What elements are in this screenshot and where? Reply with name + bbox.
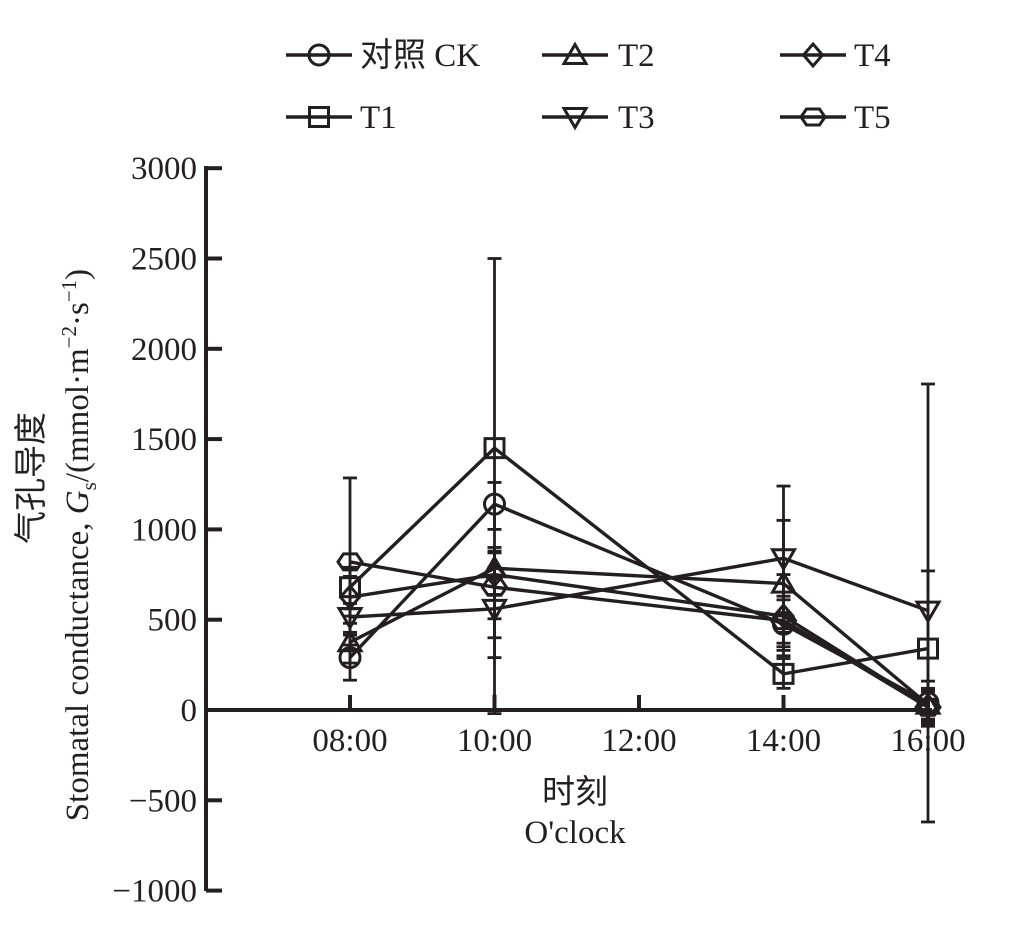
y-tick-label: 1500 — [131, 422, 197, 458]
legend-label: T4 — [854, 38, 891, 74]
y-tick-label: 2500 — [131, 242, 197, 278]
hexagon-marker — [336, 552, 364, 572]
legend-label: T5 — [854, 100, 891, 136]
y-tick-label: 3000 — [131, 151, 197, 187]
legend-label: T2 — [618, 38, 655, 74]
legend-label: 对照 CK — [360, 37, 480, 74]
y-axis-title-cjk: 气孔导度 — [13, 412, 50, 544]
series-group — [336, 257, 942, 824]
triangle-up-marker — [336, 628, 364, 653]
legend: 对照 CK T2 T4 T1 T3 T5 — [286, 37, 891, 136]
triangle-up-marker — [561, 41, 589, 65]
square-marker — [772, 662, 795, 685]
y-tick-label: 0 — [181, 693, 198, 729]
legend-label: T3 — [618, 100, 655, 136]
y-tick-label: 500 — [148, 603, 198, 639]
circle-marker — [307, 43, 331, 67]
series-line — [348, 445, 929, 676]
hexagon-marker — [480, 577, 509, 597]
triangle-down-marker — [914, 600, 942, 625]
triangle-down-marker — [769, 548, 798, 572]
x-tick-label: 10:00 — [457, 723, 532, 759]
triangle-down-marker — [561, 107, 589, 131]
x-tick-label: 14:00 — [746, 723, 821, 759]
x-tick-label: 12:00 — [601, 723, 676, 759]
legend-item-T5: T5 — [780, 100, 891, 136]
legend-label: T1 — [360, 100, 397, 136]
x-tick-label: 08:00 — [312, 723, 387, 759]
hexagon-marker — [799, 107, 827, 127]
hexagon-marker — [914, 697, 942, 717]
tick-labels: 3000 2500 2000 1500 1000 500 0 −500 −1000 08:00 10… — [112, 151, 965, 909]
y-tick-label: 2000 — [131, 332, 197, 368]
series-line — [349, 572, 929, 708]
series-line — [349, 566, 930, 706]
series-line — [349, 560, 929, 709]
legend-item-T2: T2 — [542, 38, 655, 74]
series-T2 — [336, 518, 942, 723]
legend-item-T1: T1 — [286, 100, 397, 136]
legend-item-T3: T3 — [542, 100, 655, 136]
series-T5 — [336, 476, 942, 725]
y-tick-label: 1000 — [131, 512, 197, 548]
x-axis-title-cjk: 时刻 — [542, 774, 608, 811]
hexagon-marker — [769, 611, 798, 631]
diamond-marker — [801, 41, 825, 69]
x-axis-title-en: O'clock — [524, 815, 626, 851]
y-axis-title-en: Stomatal conductance, Gs/(mmol·m−2·s−1) — [57, 269, 101, 821]
legend-item-T4: T4 — [780, 38, 891, 74]
square-marker — [483, 437, 506, 460]
y-tick-label: −500 — [129, 783, 197, 819]
y-tick-label: −1000 — [112, 874, 197, 910]
legend-item-对照 CK: 对照 CK — [286, 37, 480, 74]
square-marker — [308, 106, 330, 128]
series-line — [349, 556, 929, 619]
